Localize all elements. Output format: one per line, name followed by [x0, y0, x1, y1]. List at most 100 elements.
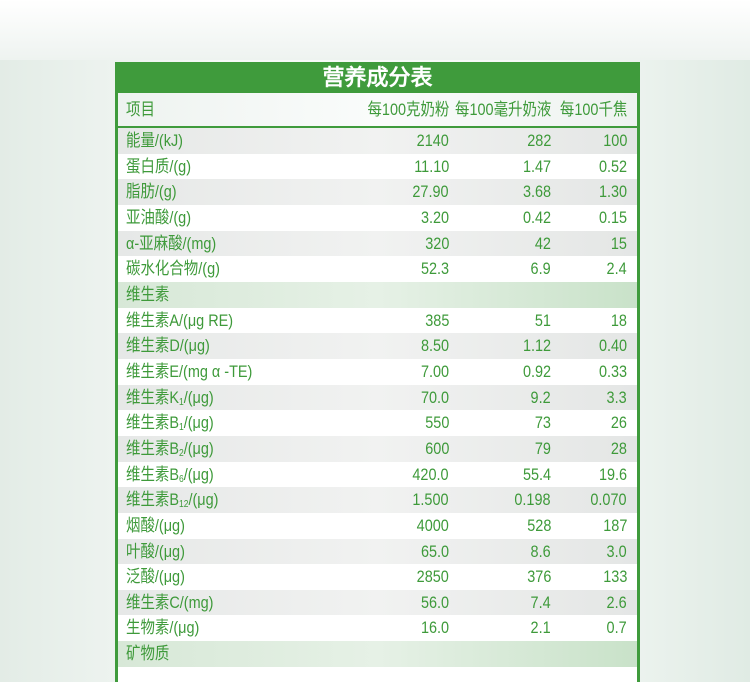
value-per-100kj: 0.7: [606, 618, 627, 638]
value-per-100g: 2850: [416, 567, 449, 587]
row-unit: /(μg): [183, 438, 214, 458]
table-row: 维生素D/(μg) 8.50 1.12 0.40: [118, 333, 637, 359]
value-per-100g: 27.90: [412, 182, 449, 202]
section-row: 维生素: [118, 281, 637, 308]
value-per-100ml: 0.92: [522, 361, 551, 381]
row-label-text: 碳水化合物/(g): [126, 259, 220, 279]
value-per-100g: 1.500: [412, 490, 449, 510]
row-label: 维生素B2/(μg): [126, 436, 214, 467]
row-label: 能量/(kJ): [126, 128, 183, 154]
value-per-100kj: 18: [610, 310, 627, 330]
value-per-100g: 385: [424, 310, 449, 330]
value-per-100kj: 100: [602, 131, 627, 150]
table-row: 蛋白质/(g) 11.10 1.47 0.52: [118, 153, 637, 180]
subscript: 1: [178, 422, 184, 434]
value-per-100ml: 42: [534, 233, 551, 253]
value-per-100kj: 0.52: [598, 156, 627, 176]
row-label: 维生素A/(μg RE): [126, 308, 233, 334]
value-per-100kj: 1.30: [598, 182, 627, 202]
row-label-text: 维生素B: [126, 490, 179, 510]
value-per-100ml: 73: [534, 413, 551, 433]
row-label: 蛋白质/(g): [126, 154, 191, 180]
row-label: 生物素/(μg): [126, 615, 199, 641]
value-per-100ml: 1.12: [522, 336, 551, 356]
row-label: 泛酸/(μg): [126, 564, 185, 590]
value-per-100g: 11.10: [413, 156, 449, 176]
row-label-text: 维生素A/(μg RE): [126, 310, 234, 330]
subscript: 12: [178, 499, 189, 511]
header-per-100g: 每100克奶粉: [367, 100, 449, 119]
value-per-100kj: 0.070: [590, 490, 627, 510]
value-per-100g: 52.3: [420, 259, 449, 279]
row-label: α-亚麻酸/(mg): [126, 231, 216, 257]
row-label: 维生素D/(μg): [126, 333, 210, 359]
row-label-text: 维生素C/(mg): [126, 592, 214, 612]
value-per-100ml: 8.6: [530, 541, 551, 561]
value-per-100kj: 2.6: [606, 592, 627, 612]
row-label-text: 维生素B: [126, 438, 179, 458]
row-label-text: 能量/(kJ): [126, 131, 183, 150]
table-header: 项目 每100克奶粉 每100毫升奶液 每100千焦: [118, 93, 637, 128]
subscript: 2: [178, 447, 184, 459]
row-unit: /(μg): [183, 387, 214, 407]
value-per-100kj: 0.33: [598, 361, 627, 381]
row-label-text: 生物素/(μg): [126, 618, 200, 638]
value-per-100g: 420.0: [412, 464, 449, 484]
row-label-text: 泛酸/(μg): [126, 567, 185, 587]
value-per-100ml: 55.4: [522, 464, 551, 484]
value-per-100ml: 282: [526, 131, 551, 150]
value-per-100kj: 3.0: [606, 541, 627, 561]
header-per-100kj: 每100千焦: [559, 100, 627, 119]
value-per-100ml: 3.68: [522, 182, 551, 202]
value-per-100ml: 528: [526, 515, 551, 535]
value-per-100kj: 3.3: [606, 387, 627, 407]
row-label: 脂肪/(g): [126, 179, 177, 205]
row-label: 叶酸/(μg): [126, 539, 185, 565]
value-per-100kj: 187: [602, 515, 627, 535]
subscript: 1: [178, 396, 184, 408]
value-per-100ml: 0.198: [514, 490, 551, 510]
row-label-text: 蛋白质/(g): [126, 156, 192, 176]
row-label: 亚油酸/(g): [126, 205, 191, 231]
value-per-100ml: 6.9: [530, 259, 551, 279]
row-label: 维生素B1/(μg): [126, 410, 214, 441]
table-row: 维生素A/(μg RE) 385 51 18: [118, 307, 637, 334]
table-row: 碳水化合物/(g) 52.3 6.9 2.4: [118, 256, 637, 282]
table-row: 维生素B6/(μg) 420.0 55.4 19.6: [118, 461, 637, 488]
value-per-100ml: 376: [526, 567, 551, 587]
value-per-100ml: 0.42: [522, 207, 551, 227]
table-row: 维生素B2/(μg) 600 79 28: [118, 435, 637, 462]
value-per-100kj: 26: [610, 413, 627, 433]
row-label: 维生素E/(mg α -TE): [126, 359, 252, 385]
table-row: 维生素B1/(μg) 550 73 26: [118, 410, 637, 436]
row-unit: /(μg): [188, 490, 219, 510]
value-per-100g: 8.50: [420, 336, 449, 356]
table-row: 能量/(kJ) 2140 282 100: [118, 128, 637, 154]
header-item: 项目: [126, 100, 155, 119]
value-per-100ml: 79: [534, 438, 551, 458]
row-label: 碳水化合物/(g): [126, 256, 220, 282]
row-label: 维生素C/(mg): [126, 590, 214, 616]
value-per-100kj: 0.15: [598, 207, 627, 227]
value-per-100g: 7.00: [420, 361, 449, 381]
row-label: 维生素B12/(μg): [126, 487, 218, 518]
value-per-100kj: 0.40: [598, 336, 627, 356]
row-label-text: 脂肪/(g): [126, 182, 177, 202]
section-row: 矿物质: [118, 641, 637, 667]
table-row: 维生素B12/(μg) 1.500 0.198 0.070: [118, 487, 637, 513]
subscript: 6: [178, 473, 184, 485]
row-label-text: 烟酸/(μg): [126, 515, 185, 535]
table-body: 能量/(kJ) 2140 282 100 蛋白质/(g) 11.10 1.47 0…: [118, 128, 637, 667]
row-label-text: 维生素D/(μg): [126, 336, 210, 356]
value-per-100g: 600: [424, 438, 449, 458]
value-per-100g: 16.0: [420, 618, 449, 638]
value-per-100kj: 15: [610, 233, 627, 253]
background-top: [0, 0, 750, 60]
row-label-text: 维生素B: [126, 464, 179, 484]
table-row: 叶酸/(μg) 65.0 8.6 3.0: [118, 538, 637, 565]
value-per-100kj: 19.6: [598, 464, 627, 484]
row-label-text: 叶酸/(μg): [126, 541, 185, 561]
value-per-100ml: 51: [534, 310, 551, 330]
table-row: 烟酸/(μg) 4000 528 187: [118, 512, 637, 539]
row-label-text: 维生素E/(mg α -TE): [126, 361, 253, 381]
